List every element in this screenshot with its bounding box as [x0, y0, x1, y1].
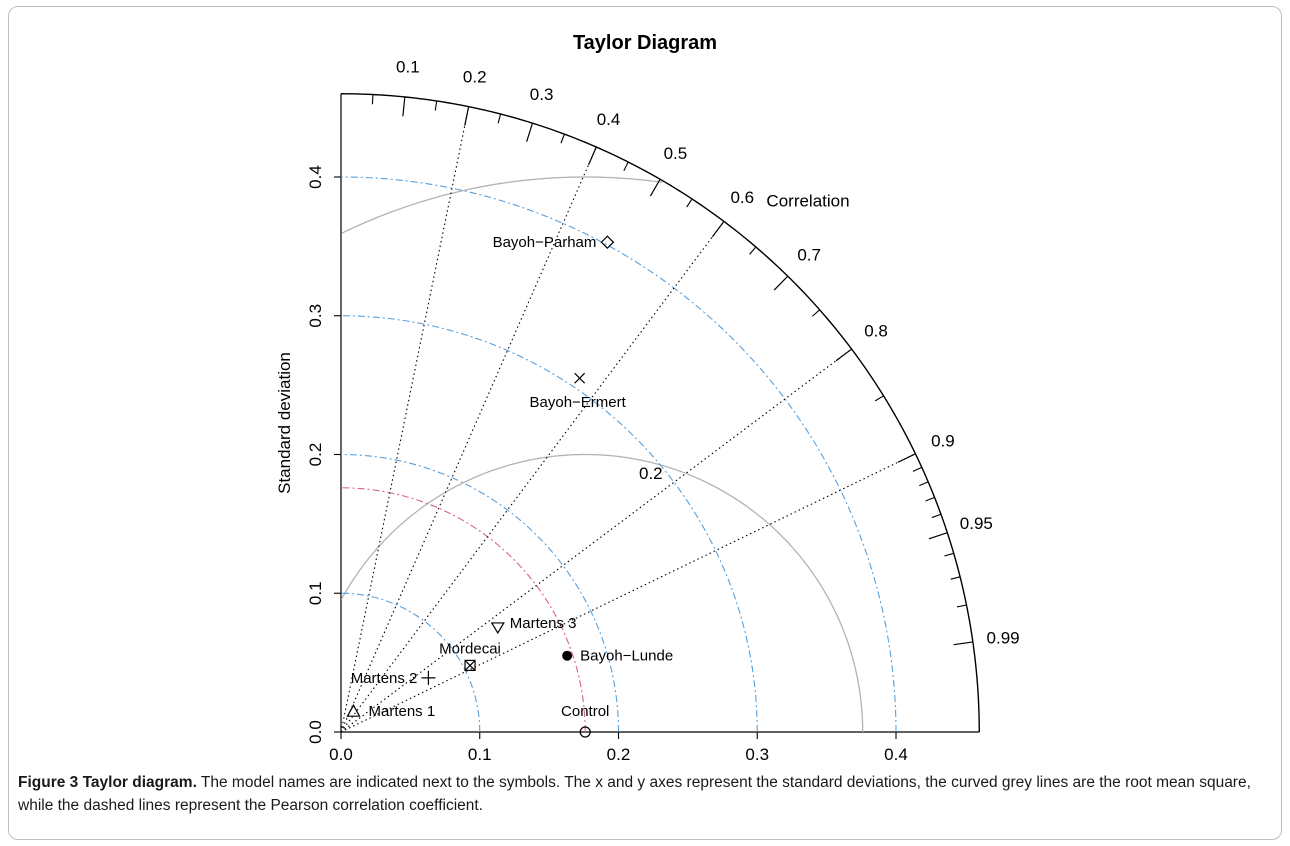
correlation-minor-tick	[950, 576, 961, 580]
marker-part	[421, 670, 436, 685]
correlation-line-0.2	[340, 106, 470, 733]
marker-part	[562, 650, 573, 661]
correlation-tick-label: 0.9	[931, 431, 955, 450]
correlation-minor-tick	[912, 466, 923, 472]
correlation-minor-tick	[560, 133, 565, 144]
rmsd-arc-label: 0.2	[639, 464, 663, 483]
x-tick-label: 0.4	[884, 745, 908, 764]
point-label: Martens 2	[351, 670, 418, 687]
y-tick-label: 0.1	[306, 581, 325, 605]
point-label: Bayoh−Lunde	[580, 648, 673, 665]
correlation-tick-label: 0.7	[797, 245, 821, 264]
correlation-tick-label: 0.3	[530, 85, 554, 104]
y-tick-label: 0.0	[306, 720, 325, 744]
correlation-line-0.9	[340, 453, 916, 733]
marker-triangle-up	[346, 703, 361, 717]
correlation-tick-label: 0.2	[463, 68, 487, 87]
marker-square-x	[464, 659, 476, 672]
marker-triangle-down	[490, 622, 505, 635]
correlation-tick-label: 0.4	[597, 110, 621, 129]
marker-part	[579, 726, 591, 738]
x-tick-label: 0.2	[607, 745, 631, 764]
correlation-tick-0.99	[953, 641, 973, 646]
point-label: Bayoh−Ermert	[530, 394, 627, 411]
correlation-tick-0.9	[897, 453, 916, 463]
caption-text: The model names are indicated next to th…	[18, 774, 1251, 814]
marker-part	[464, 659, 476, 672]
marker-diamond	[600, 235, 615, 250]
x-tick-label: 0.1	[468, 745, 492, 764]
sd-arc-3	[340, 315, 758, 733]
correlation-tick-label: 0.1	[396, 58, 420, 77]
sd-arc-2	[340, 453, 620, 733]
correlation-minor-tick	[925, 496, 935, 502]
correlation-tick-label: 0.5	[664, 144, 688, 163]
correlation-tick-0.6	[711, 221, 725, 238]
correlation-outer-arc	[340, 93, 980, 733]
marker-part	[600, 235, 615, 250]
point-label: Mordecai	[439, 640, 501, 657]
y-tick-label: 0.2	[306, 443, 325, 467]
correlation-minor-tick	[874, 395, 884, 402]
point-label: Martens 1	[368, 703, 435, 720]
correlation-minor-tick	[931, 513, 942, 519]
x-tick-label: 0.0	[329, 745, 353, 764]
correlation-minor-tick	[956, 604, 967, 608]
marker-x	[574, 372, 586, 384]
y-tick-label: 0.4	[306, 165, 325, 189]
sd-arc-4	[340, 176, 897, 733]
correlation-tick-label: 0.99	[987, 629, 1020, 648]
point-label: Martens 3	[510, 615, 577, 632]
correlation-minor-tick	[686, 198, 693, 208]
marker-part	[346, 703, 361, 717]
chart-title: Taylor Diagram	[573, 32, 717, 54]
correlation-minor-tick	[434, 100, 438, 111]
rmsd-arc-2	[341, 176, 663, 234]
marker-part	[464, 659, 476, 671]
reference-sd-arc	[340, 487, 586, 733]
correlation-tick-0.4	[587, 146, 597, 166]
marker-part	[574, 372, 586, 384]
y-axis-title: Standard deviation	[275, 352, 294, 494]
correlation-axis-title: Correlation	[766, 191, 849, 210]
correlation-tick-label: 0.8	[864, 322, 888, 341]
correlation-minor-tick	[497, 113, 502, 124]
rmsd-arc-1	[340, 453, 864, 733]
marker-plus	[421, 670, 436, 685]
caption-label: Figure 3 Taylor diagram.	[18, 774, 197, 791]
x-tick-label: 0.3	[745, 745, 769, 764]
correlation-minor-tick	[749, 246, 757, 255]
correlation-tick-0.5	[649, 178, 661, 197]
correlation-tick-0.8	[835, 348, 852, 362]
marker-circle	[579, 726, 591, 738]
correlation-tick-0.7	[773, 275, 789, 291]
y-tick-label: 0.3	[306, 304, 325, 328]
correlation-tick-0.2	[464, 106, 470, 126]
correlation-minor-tick	[944, 552, 954, 557]
correlation-minor-tick	[919, 481, 929, 487]
figure-caption: Figure 3 Taylor diagram. The model names…	[18, 771, 1274, 817]
marker-filled-circle	[562, 650, 573, 661]
point-label: Bayoh−Parham	[493, 234, 597, 251]
sd-arc-1	[340, 592, 481, 733]
correlation-minor-tick	[623, 161, 629, 171]
correlation-line-0.6	[340, 221, 725, 733]
marker-part	[490, 622, 505, 635]
correlation-tick-0.1	[402, 96, 406, 117]
correlation-tick-label: 0.95	[960, 514, 993, 533]
correlation-tick-label: 0.6	[730, 188, 754, 207]
correlation-line-0.4	[340, 146, 597, 733]
figure-frame	[8, 6, 1282, 840]
correlation-line-0.8	[340, 348, 852, 733]
point-label: Control	[561, 703, 609, 720]
correlation-tick-0.95	[928, 532, 948, 540]
correlation-tick-0.3	[526, 122, 534, 142]
correlation-minor-tick	[812, 309, 821, 317]
